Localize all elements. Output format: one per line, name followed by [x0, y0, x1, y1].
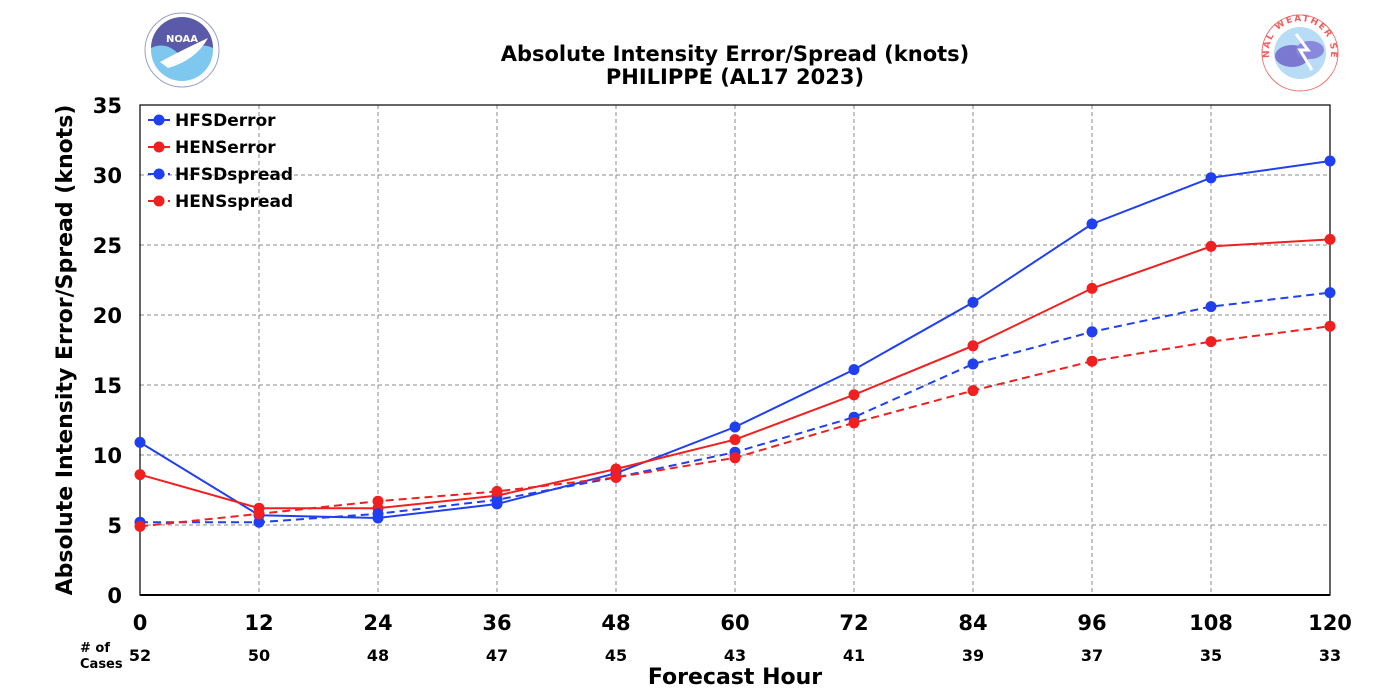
series-HENSspread	[134, 320, 1336, 532]
case-count: 47	[486, 646, 508, 665]
case-count: 41	[843, 646, 865, 665]
series-layer	[134, 155, 1336, 532]
data-point	[253, 516, 265, 528]
x-tick-label: 96	[1077, 611, 1106, 635]
x-tick-label: 36	[482, 611, 511, 635]
data-point	[967, 358, 979, 370]
case-count: 52	[129, 646, 151, 665]
data-point	[491, 485, 503, 497]
x-tick-label: 24	[363, 611, 392, 635]
data-point	[134, 436, 146, 448]
y-tick-label: 30	[93, 164, 122, 188]
x-axis-label: Forecast Hour	[648, 665, 822, 690]
legend-label: HFSDspread	[175, 165, 293, 185]
data-point	[1324, 233, 1336, 245]
data-point	[1205, 336, 1217, 348]
legend-label: HFSDerror	[175, 111, 276, 131]
data-point	[134, 469, 146, 481]
y-tick-label: 5	[107, 514, 122, 538]
data-point	[1086, 218, 1098, 230]
x-tick-label: 0	[133, 611, 148, 635]
data-point	[1086, 355, 1098, 367]
data-point	[729, 421, 741, 433]
x-tick-label: 48	[601, 611, 630, 635]
data-point	[1086, 282, 1098, 294]
legend-label: HENSerror	[175, 138, 276, 158]
data-point	[372, 495, 384, 507]
y-tick-label: 25	[93, 234, 122, 258]
case-count: 33	[1319, 646, 1341, 665]
plot-frame	[139, 104, 1331, 596]
cases-header: Cases	[80, 657, 123, 672]
x-tick-label: 60	[720, 611, 749, 635]
legend-item: HENSspread	[148, 192, 293, 212]
data-point	[253, 508, 265, 520]
case-count: 35	[1200, 646, 1222, 665]
x-tick-label: 120	[1308, 611, 1352, 635]
noaa-logo-icon: NOAA	[144, 12, 220, 88]
data-point	[848, 389, 860, 401]
legend-label: HENSspread	[175, 192, 293, 212]
data-point	[1324, 320, 1336, 332]
x-tick-label: 72	[839, 611, 868, 635]
data-point	[1324, 155, 1336, 167]
data-point	[1086, 326, 1098, 338]
data-point	[729, 434, 741, 446]
x-ticks: 0 12 24 36 48 60 72 84 96 108 120	[133, 611, 1352, 635]
data-point	[134, 520, 146, 532]
x-tick-label: 12	[244, 611, 273, 635]
case-count: 45	[605, 646, 627, 665]
data-point	[967, 340, 979, 352]
y-tick-label: 35	[93, 94, 122, 118]
legend-swatch-marker	[153, 195, 165, 207]
case-count: 48	[367, 646, 389, 665]
y-tick-label: 20	[93, 304, 122, 328]
data-point	[848, 417, 860, 429]
data-point	[1205, 172, 1217, 184]
y-axis-label: Absolute Intensity Error/Spread (knots)	[53, 105, 78, 596]
data-point	[967, 296, 979, 308]
data-point	[967, 385, 979, 397]
data-point	[610, 463, 622, 475]
data-point	[1205, 240, 1217, 252]
case-count: 43	[724, 646, 746, 665]
noaa-logo-text: NOAA	[166, 34, 198, 45]
legend-item: HFSDerror	[148, 111, 276, 131]
case-count: 37	[1081, 646, 1103, 665]
chart-subtitle: PHILIPPE (AL17 2023)	[606, 65, 864, 89]
legend-item: HENSerror	[148, 138, 276, 158]
y-ticks: 0 5 10 15 20 25 30 35	[93, 94, 122, 608]
data-point	[372, 508, 384, 520]
legend: HFSDerror HENSerror HFSDspread HENSspread	[148, 111, 293, 212]
y-tick-label: 10	[93, 444, 122, 468]
legend-item: HFSDspread	[148, 165, 293, 185]
cases-header: # of	[80, 641, 110, 656]
legend-swatch-marker	[153, 168, 165, 180]
data-point	[729, 452, 741, 464]
grid	[139, 104, 1331, 596]
data-point	[491, 494, 503, 506]
data-point	[610, 471, 622, 483]
x-tick-label: 108	[1189, 611, 1233, 635]
y-tick-label: 15	[93, 374, 122, 398]
data-point	[1324, 287, 1336, 299]
data-point	[848, 364, 860, 376]
y-tick-label: 0	[107, 584, 122, 608]
legend-swatch-marker	[153, 114, 165, 126]
x-tick-label: 84	[958, 611, 987, 635]
chart-title: Absolute Intensity Error/Spread (knots)	[501, 42, 970, 66]
data-point	[1205, 301, 1217, 313]
case-count: 50	[248, 646, 270, 665]
case-count: 39	[962, 646, 984, 665]
legend-swatch-marker	[153, 141, 165, 153]
